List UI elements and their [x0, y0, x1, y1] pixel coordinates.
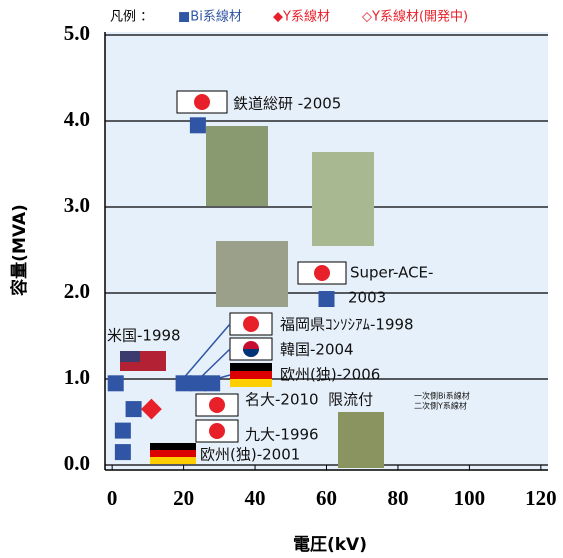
point: [141, 398, 162, 420]
x-tick-label: 100: [454, 486, 486, 510]
y-tick-label: 0.0: [64, 451, 90, 475]
x-tick-label: 40: [245, 486, 266, 510]
point: [318, 291, 335, 308]
photo: [216, 241, 288, 307]
annotation: Super-ACE-: [350, 264, 433, 282]
photo: [338, 412, 384, 468]
legend-entry: ■Bi系線材: [178, 9, 242, 25]
annotation: 一次側Bi系線材: [414, 391, 470, 401]
y-tick-label: 3.0: [64, 193, 90, 217]
x-tick-label: 120: [525, 486, 557, 510]
annotation: 福岡県ｺﾝｿｼｱﾑ-1998: [280, 316, 414, 334]
legend-entry: ◇Y系線材(開発中): [362, 9, 468, 25]
point: [114, 444, 131, 461]
x-tick-label: 60: [316, 486, 337, 510]
point: [204, 375, 221, 392]
x-tick-label: 20: [173, 486, 194, 510]
annotation: 欧州(独)-2001: [200, 446, 300, 464]
flags: [120, 90, 347, 464]
point: [107, 375, 124, 392]
point: [189, 375, 206, 392]
annotation: 名大-2010 限流付: [245, 391, 373, 409]
point: [114, 422, 131, 439]
point: [189, 117, 206, 134]
legend-title: 凡例 ：: [110, 10, 153, 25]
y-tick-label: 1.0: [64, 365, 90, 389]
legend-entry: ◆Y系線材: [273, 9, 330, 25]
point: [175, 375, 192, 392]
annotation: 二次側Y系線材: [414, 401, 467, 411]
annotation: 韓国-2004: [280, 341, 354, 359]
photo: [206, 126, 268, 206]
photo: [312, 152, 374, 246]
x-tick-label: 0: [107, 486, 118, 510]
annotation: 2003: [348, 289, 386, 307]
annotation: 九大-1996: [245, 426, 319, 444]
y-axis-title: 容量(MVA): [9, 204, 30, 296]
x-tick-label: 80: [387, 486, 408, 510]
annotation: 米国-1998: [107, 327, 181, 345]
annotation: 欧州(独)-2006: [280, 366, 380, 384]
y-tick-label: 4.0: [64, 107, 90, 131]
point: [125, 401, 142, 418]
y-tick-label: 5.0: [64, 21, 90, 45]
y-tick-label: 2.0: [64, 279, 90, 303]
annotation: 鉄道総研 -2005: [233, 95, 341, 113]
x-axis-title: 電圧(kV): [293, 535, 367, 555]
